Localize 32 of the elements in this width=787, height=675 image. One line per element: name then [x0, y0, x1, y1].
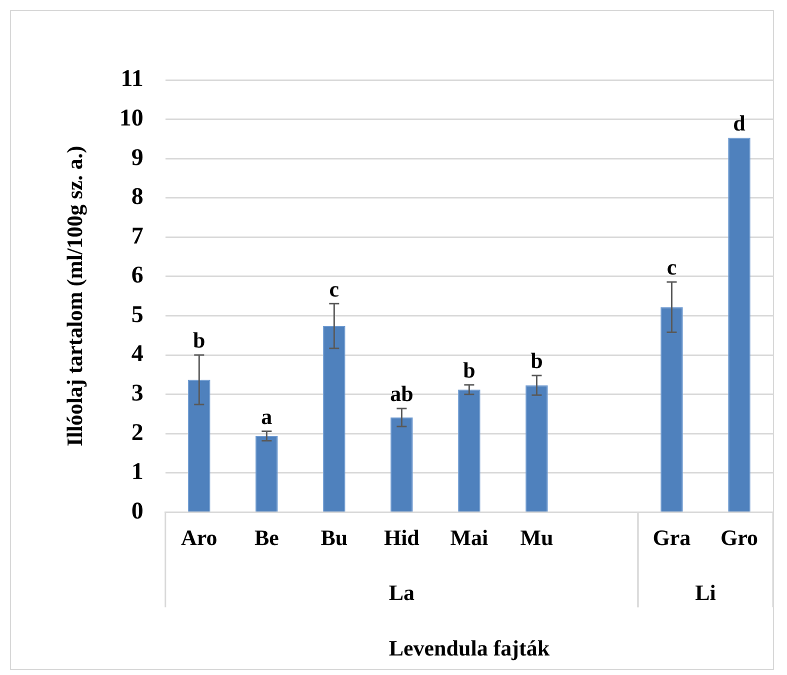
x-tick-label: Mai: [450, 525, 488, 550]
x-tick-label: Hid: [384, 525, 420, 550]
y-axis-title: Illóolaj tartalom (ml/100g sz. a.): [62, 146, 87, 446]
y-tick-label: 0: [131, 498, 144, 524]
x-tick-label: Be: [254, 525, 280, 550]
y-tick-label: 8: [131, 184, 144, 210]
text: Li: [695, 580, 716, 605]
annotation: c: [329, 276, 340, 302]
annotation: a: [261, 404, 272, 429]
x-tick-label: Bu: [320, 525, 348, 550]
y-tick-label: 9: [131, 144, 144, 171]
y-tick-label: 4: [131, 341, 144, 368]
x-tick-label: Gro: [720, 525, 758, 550]
y-tick-label: 6: [131, 262, 144, 289]
annotation: ab: [390, 381, 414, 406]
annotation: c: [666, 254, 677, 280]
annotation: b: [530, 348, 543, 374]
y-tick-label: 7: [131, 223, 144, 250]
annotation: b: [463, 358, 476, 383]
y-tick-label: 10: [119, 105, 144, 132]
x-tick-label: Aro: [181, 525, 218, 550]
y-tick-label: 5: [131, 302, 144, 328]
y-tick-label: 1: [131, 459, 144, 486]
y-tick-label: 11: [120, 66, 144, 92]
annotation: d: [733, 110, 746, 136]
text: La: [388, 580, 415, 605]
x-tick-label: Mu: [520, 525, 554, 550]
x-axis-title: Levendula fajták: [388, 635, 550, 660]
y-tick-label: 2: [131, 420, 144, 446]
y-tick-label: 3: [131, 380, 144, 407]
annotation: b: [193, 328, 206, 353]
x-tick-label: Gra: [652, 525, 691, 550]
